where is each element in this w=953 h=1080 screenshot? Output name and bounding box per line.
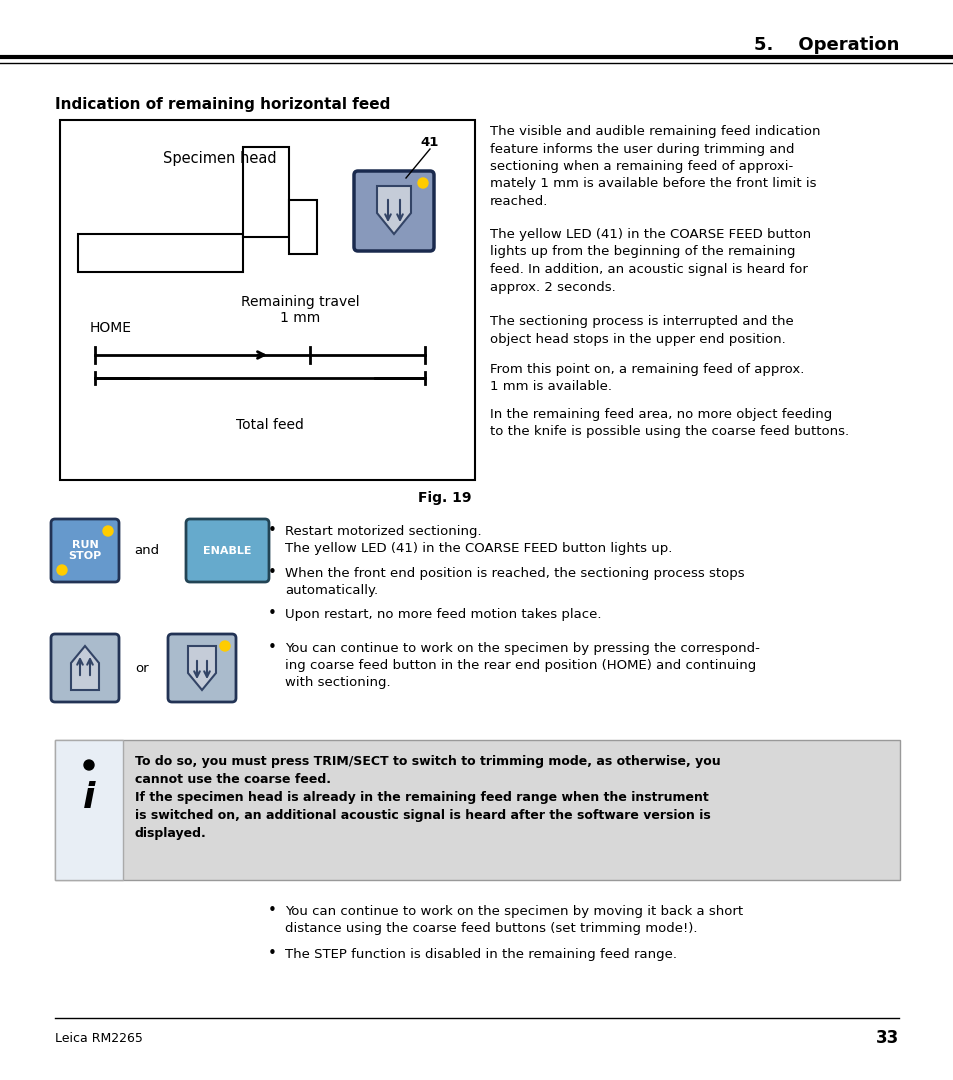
Text: 5.    Operation: 5. Operation [753,36,898,54]
Text: •: • [267,565,276,580]
Text: Indication of remaining horizontal feed: Indication of remaining horizontal feed [55,97,390,112]
Text: 33: 33 [875,1029,898,1047]
Text: •: • [267,606,276,621]
FancyBboxPatch shape [51,634,119,702]
Circle shape [84,760,94,770]
Bar [55,740,123,880]
Circle shape [417,178,428,188]
Text: The sectioning process is interrupted and the
object head stops in the upper end: The sectioning process is interrupted an… [490,315,793,346]
Text: Restart motorized sectioning.
The yellow LED (41) in the COARSE FEED button ligh: Restart motorized sectioning. The yellow… [285,525,672,555]
FancyBboxPatch shape [186,519,269,582]
Circle shape [57,565,67,575]
Text: To do so, you must press TRIM/SECT to switch to trimming mode, as otherwise, you: To do so, you must press TRIM/SECT to sw… [135,755,720,840]
Bar [55,740,899,880]
Text: RUN
STOP: RUN STOP [69,540,102,562]
Text: ENABLE: ENABLE [203,545,252,555]
Text: Upon restart, no more feed motion takes place.: Upon restart, no more feed motion takes … [285,608,601,621]
Polygon shape [376,186,411,234]
Text: or: or [135,661,149,675]
Text: The visible and audible remaining feed indication
feature informs the user durin: The visible and audible remaining feed i… [490,125,820,208]
Text: You can continue to work on the specimen by pressing the correspond-
ing coarse : You can continue to work on the specimen… [285,642,760,689]
Text: •: • [267,523,276,538]
Text: Fig. 19: Fig. 19 [418,491,472,505]
Text: HOME: HOME [90,321,132,335]
Bar [78,234,243,272]
Text: and: and [134,544,159,557]
Circle shape [220,642,230,651]
Text: Total feed: Total feed [235,418,304,432]
Text: •: • [267,903,276,918]
Text: When the front end position is reached, the sectioning process stops
automatical: When the front end position is reached, … [285,567,744,597]
Text: Leica RM2265: Leica RM2265 [55,1031,143,1044]
Polygon shape [71,646,99,690]
Text: In the remaining feed area, no more object feeding
to the knife is possible usin: In the remaining feed area, no more obje… [490,408,848,438]
Bar [60,120,475,480]
Text: •: • [267,946,276,961]
FancyBboxPatch shape [51,519,119,582]
Text: The STEP function is disabled in the remaining feed range.: The STEP function is disabled in the rem… [285,948,677,961]
Polygon shape [188,646,215,690]
Text: •: • [267,640,276,654]
FancyBboxPatch shape [168,634,235,702]
Circle shape [103,526,112,536]
Text: Specimen head: Specimen head [163,150,276,165]
Text: 41: 41 [420,136,438,149]
Text: You can continue to work on the specimen by moving it back a short
distance usin: You can continue to work on the specimen… [285,905,742,935]
Bar [243,147,289,237]
Bar [289,200,316,254]
Text: Remaining travel
1 mm: Remaining travel 1 mm [240,295,359,325]
Text: From this point on, a remaining feed of approx.
1 mm is available.: From this point on, a remaining feed of … [490,363,803,393]
Text: The yellow LED (41) in the COARSE FEED button
lights up from the beginning of th: The yellow LED (41) in the COARSE FEED b… [490,228,810,294]
FancyBboxPatch shape [354,171,434,251]
Text: i: i [83,781,95,815]
